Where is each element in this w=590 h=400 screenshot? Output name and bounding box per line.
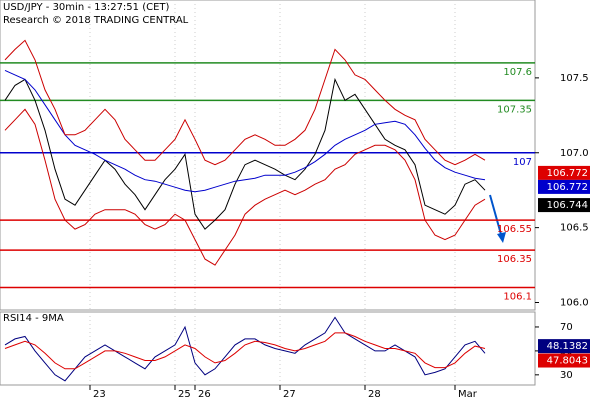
x-tick-label: 25 — [178, 389, 191, 400]
x-tick-label: 26 — [198, 389, 211, 400]
y-tick-label: 30 — [560, 370, 573, 381]
y-tick-label: 107.0 — [560, 148, 589, 159]
level-label: 106.55 — [497, 224, 532, 235]
last-value-label: 106.772 — [547, 168, 588, 179]
last-value-label: 48.1382 — [547, 341, 588, 352]
last-value-box — [538, 353, 590, 368]
x-tick-label: Mar — [458, 389, 478, 400]
series-line — [4, 108, 486, 266]
level-label: 106.35 — [497, 254, 532, 265]
level-label: 106.1 — [503, 292, 532, 303]
last-value-box — [538, 165, 590, 180]
level-label: 107.6 — [503, 67, 532, 78]
rsi-title: RSI14 - 9MA — [3, 313, 64, 324]
price-panel — [0, 0, 536, 311]
series-line — [4, 69, 486, 193]
series-line — [4, 332, 486, 370]
y-tick-label: 70 — [560, 322, 573, 333]
last-value-label: 106.772 — [547, 182, 588, 193]
series-line — [4, 39, 486, 166]
chart-title: USD/JPY - 30min - 13:27:51 (CET) — [3, 2, 170, 13]
level-label: 107.35 — [497, 104, 532, 115]
arrow-head — [497, 232, 506, 243]
last-value-box — [538, 198, 590, 213]
last-value-box — [538, 339, 590, 354]
y-tick-label: 107.5 — [560, 73, 589, 84]
level-label: 107 — [513, 157, 532, 168]
y-tick-label: 106.5 — [560, 223, 589, 234]
x-tick-label: 28 — [368, 389, 381, 400]
x-tick-label: 23 — [93, 389, 106, 400]
last-value-label: 47.8043 — [547, 356, 588, 367]
last-value-label: 106.744 — [547, 200, 588, 211]
last-value-box — [538, 179, 590, 194]
x-tick-label: 27 — [283, 389, 296, 400]
series-line — [4, 77, 486, 230]
arrow — [489, 194, 503, 239]
chart-subtitle: Research © 2018 TRADING CENTRAL — [3, 15, 189, 26]
y-tick-label: 106.0 — [560, 298, 589, 309]
rsi-panel — [0, 311, 536, 386]
